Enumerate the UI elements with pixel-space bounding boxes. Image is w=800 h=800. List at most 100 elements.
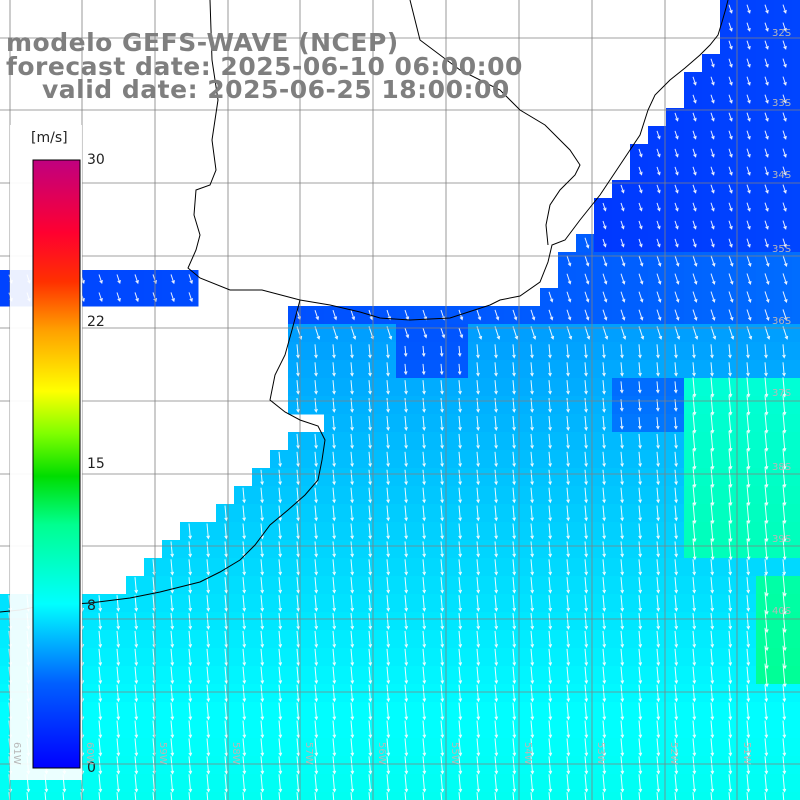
wind-cell [648,234,667,253]
wind-cell [558,666,577,685]
wind-cell [792,630,800,649]
wind-vector [332,505,336,522]
wind-vector [656,559,661,576]
wind-vector [782,238,787,248]
wind-cell [720,36,739,55]
wind-vector [746,273,752,285]
wind-cell [756,738,775,757]
wind-cell [468,702,487,721]
wind-cell [756,468,775,487]
wind-vector [404,523,409,540]
wind-cell [306,720,325,739]
wind-vector [728,166,733,176]
wind-vector [224,774,229,793]
wind-cell [252,738,271,757]
wind-cell [774,774,793,793]
wind-cell [612,648,631,667]
wind-vector [620,202,625,212]
wind-vector [728,362,732,377]
wind-vector [530,595,535,612]
wind-vector [332,774,337,793]
wind-vector [296,702,301,721]
wind-vector [746,466,751,489]
wind-cell [756,216,775,235]
wind-vector [638,559,643,576]
wind-vector [692,309,698,321]
wind-vector [638,255,644,267]
wind-cell [108,630,127,649]
wind-vector [278,469,282,486]
wind-vector [674,577,679,594]
wind-vector [386,792,389,800]
wind-cell [666,774,685,793]
wind-vector [566,559,571,576]
wind-vector [746,255,752,267]
wind-vector [746,648,751,667]
wind-vector [620,362,624,377]
wind-vector [638,202,643,212]
wind-vector [782,130,787,140]
wind-vector [566,648,571,667]
wind-vector [206,648,211,667]
wind-vector [566,666,571,685]
wind-vector [314,362,318,377]
wind-vector [638,238,643,248]
wind-cell [738,324,757,343]
wind-vector [602,451,606,468]
wind-vector [494,309,500,321]
wind-cell [558,702,577,721]
wind-cell [108,738,127,757]
wind-cell [720,306,739,325]
wind-cell [774,216,793,235]
wind-cell [576,738,595,757]
wind-vector [134,648,139,667]
wind-vector [638,291,644,303]
wind-vector [710,326,717,340]
wind-vector [98,738,103,757]
wind-cell [270,630,289,649]
wind-vector [710,520,715,543]
wind-vector [728,238,733,248]
wind-vector [386,398,390,413]
wind-cell [648,144,667,163]
wind-cell [540,630,559,649]
wind-vector [548,380,552,395]
wind-cell [702,180,721,199]
wind-vector [728,666,733,685]
wind-vector [476,595,481,612]
wind-vector [512,792,515,800]
wind-cell [522,324,541,343]
wind-cell [126,270,145,289]
wind-vector [296,595,301,612]
wind-cell [306,324,325,343]
latitude-label: 38S [772,462,792,473]
wind-cell [108,648,127,667]
wind-cell [774,666,793,685]
wind-vector [386,684,391,703]
wind-vector [404,559,409,576]
wind-cell [576,666,595,685]
wind-cell [270,648,289,667]
wind-vector [584,362,588,377]
wind-cell [378,756,397,775]
wind-vector [710,238,715,248]
wind-vector [188,559,193,576]
wind-vector [512,487,516,504]
wind-vector [386,577,391,594]
wind-cell [126,666,145,685]
wind-vector [566,398,570,413]
wind-cell [738,270,757,289]
wind-vector [278,541,283,558]
wind-vector [296,774,301,793]
wind-vector [440,487,444,504]
wind-cell [90,774,109,793]
wind-vector [98,292,103,303]
wind-vector [440,630,445,648]
wind-cell [684,702,703,721]
wind-vector [656,505,660,522]
wind-cell [792,468,800,487]
colorbar [10,125,82,780]
wind-cell [252,720,271,739]
wind-cell [720,702,739,721]
wind-cell [378,720,397,739]
